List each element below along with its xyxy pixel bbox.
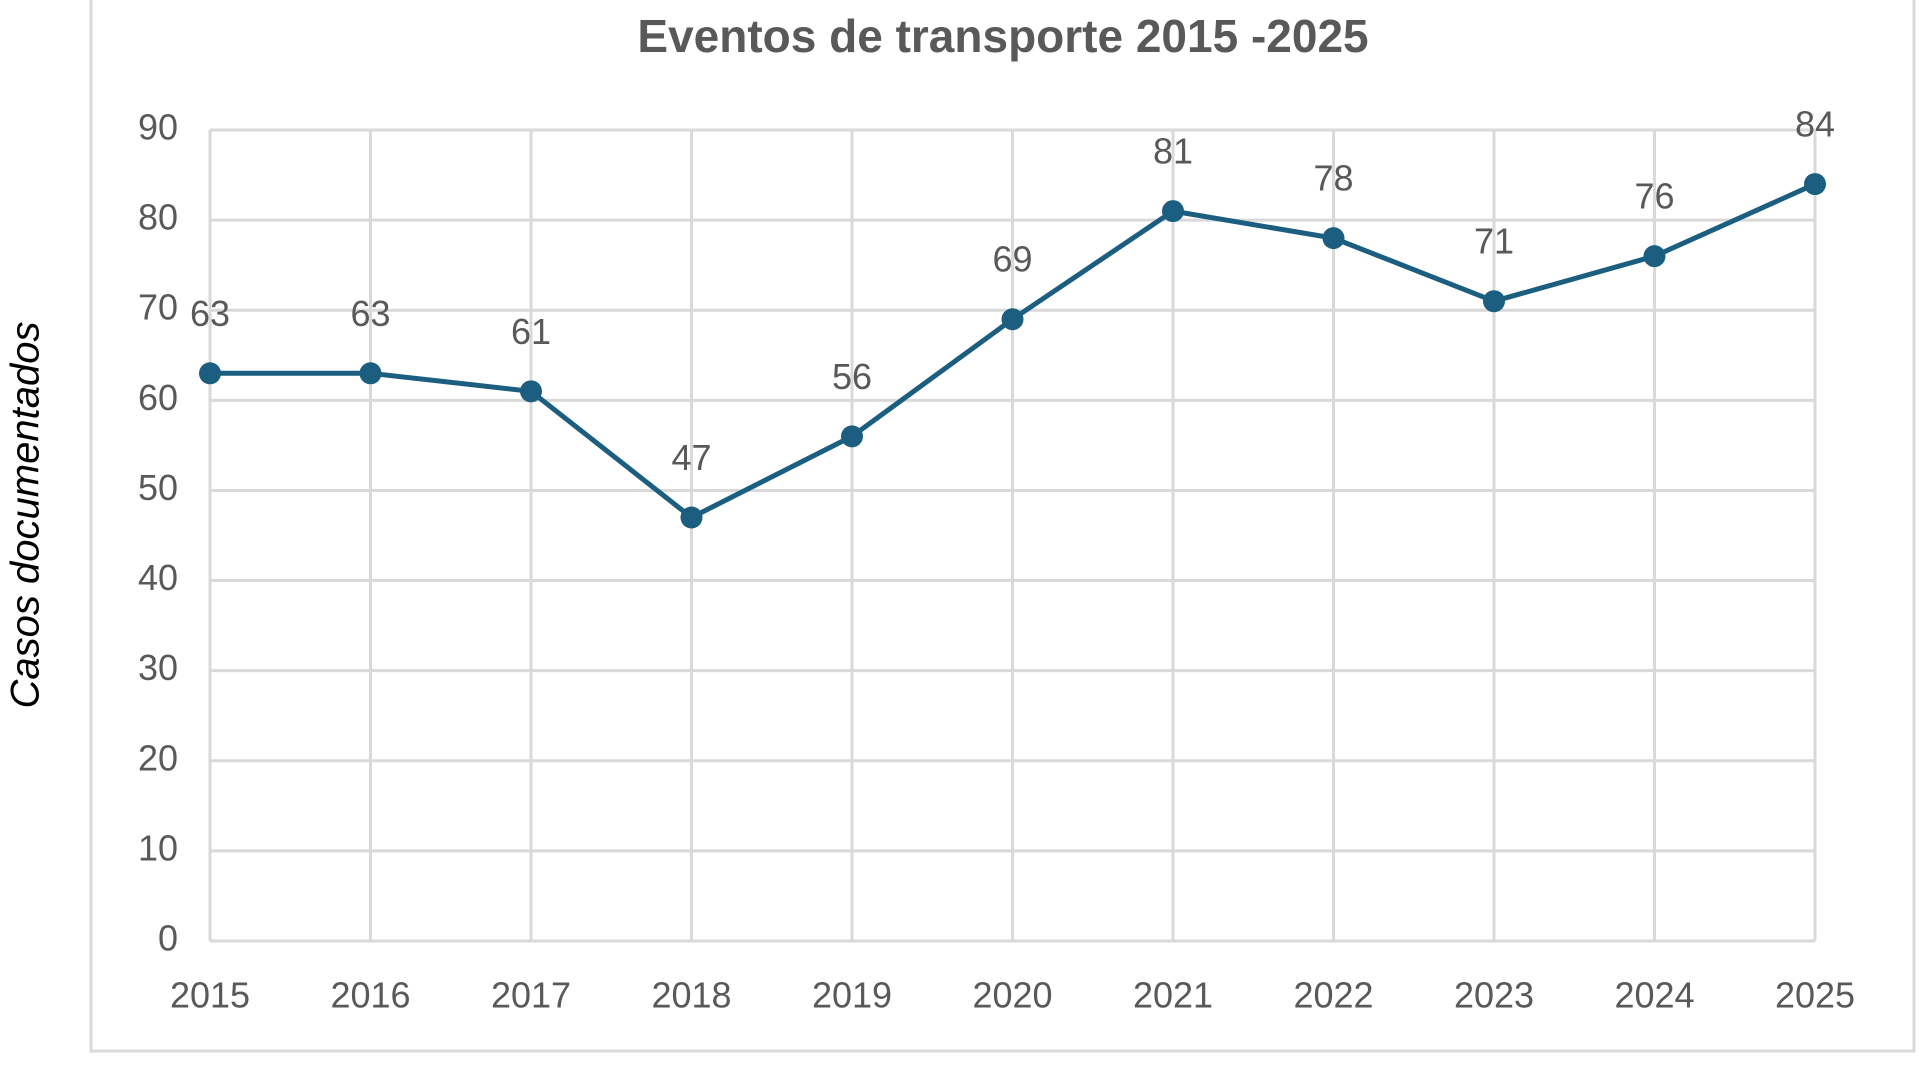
data-point: [1804, 173, 1826, 196]
data-point: [359, 362, 382, 385]
data-point: [1322, 227, 1345, 250]
data-label: 81: [1153, 131, 1193, 172]
data-label: 71: [1474, 221, 1514, 262]
y-axis-label: Casos documentados: [4, 322, 48, 709]
y-tick-label: 50: [138, 467, 178, 508]
data-label: 61: [511, 311, 551, 352]
data-label: 56: [832, 356, 872, 397]
data-point: [199, 362, 221, 385]
data-label: 76: [1634, 176, 1674, 217]
data-label: 63: [190, 293, 230, 334]
data-point: [520, 380, 542, 403]
x-tick-label: 2018: [651, 975, 731, 1016]
data-point: [1162, 200, 1184, 223]
data-point: [1643, 245, 1666, 268]
data-label: 78: [1313, 158, 1353, 199]
x-tick-label: 2023: [1454, 975, 1534, 1016]
x-tick-label: 2022: [1293, 975, 1373, 1016]
chart-title: Eventos de transporte 2015 -2025: [637, 10, 1368, 62]
x-tick-label: 2020: [972, 975, 1052, 1016]
y-tick-label: 30: [138, 647, 178, 688]
y-tick-label: 90: [138, 107, 178, 148]
data-label: 63: [350, 293, 390, 334]
y-tick-label: 10: [138, 827, 178, 868]
x-tick-label: 2025: [1775, 975, 1855, 1016]
x-tick-label: 2015: [170, 975, 250, 1016]
x-tick-label: 2017: [491, 975, 571, 1016]
x-tick-label: 2019: [812, 975, 892, 1016]
data-point: [1483, 290, 1505, 313]
x-tick-label: 2016: [330, 975, 410, 1016]
x-tick-label: 2021: [1133, 975, 1213, 1016]
y-tick-label: 40: [138, 557, 178, 598]
data-point: [841, 425, 863, 448]
data-label: 47: [671, 437, 711, 478]
x-tick-label: 2024: [1614, 975, 1694, 1016]
data-label: 69: [992, 239, 1032, 280]
y-tick-label: 60: [138, 377, 178, 418]
data-point: [1001, 308, 1024, 331]
y-tick-label: 70: [138, 287, 178, 328]
data-point: [680, 506, 703, 529]
y-tick-label: 20: [138, 737, 178, 778]
chart-border: [89, 0, 1916, 1053]
y-tick-label: 0: [158, 918, 178, 959]
y-tick-label: 80: [138, 197, 178, 238]
data-label: 84: [1795, 104, 1835, 145]
